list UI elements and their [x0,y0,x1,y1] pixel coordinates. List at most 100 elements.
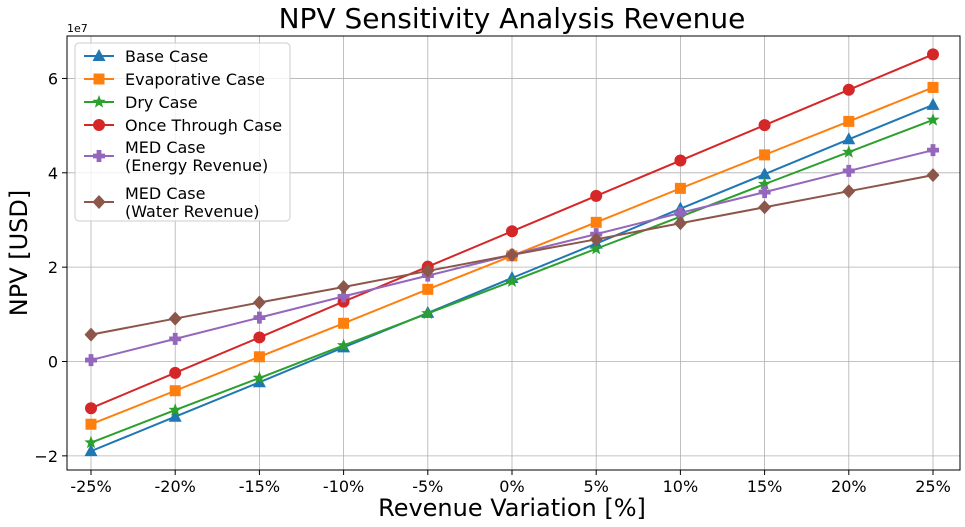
x-tick-label: -20% [155,477,196,496]
y-axis-ticks: −2 0 2 4 6 [34,69,67,466]
y-offset-label: 1e7 [67,22,88,35]
data-point [337,290,350,303]
data-point [589,232,603,247]
data-point [252,295,266,310]
x-tick-label: 20% [831,477,867,496]
data-point [85,418,97,430]
data-point [758,119,771,132]
data-point [84,327,98,342]
data-point [168,409,182,422]
legend-marker [93,73,105,85]
data-point [842,132,856,145]
data-point [926,97,940,110]
data-point [674,182,686,194]
legend-label: Once Through Case [125,116,282,135]
legend-box [74,42,291,222]
plot-frame [66,35,961,471]
data-point [674,154,687,167]
legend-marker [92,49,106,61]
x-tick-label: -25% [70,477,111,496]
legend-label: MED Case [125,138,205,157]
x-tick-label: -15% [239,477,280,496]
data-point [843,115,855,127]
data-point [168,403,182,416]
x-tick-label: 25% [915,477,951,496]
data-point [589,241,603,255]
data-point [252,375,266,388]
x-tick-label: 5% [584,477,609,496]
data-point [85,402,97,415]
legend-label: MED Case [125,184,205,203]
x-axis-label: Revenue Variation [%] [378,494,646,522]
data-point [169,366,182,379]
x-tick-label: -5% [412,477,443,496]
y-tick-label: 2 [48,258,58,277]
data-point [253,351,265,363]
data-point [590,216,602,228]
legend-label: (Energy Revenue) [125,156,268,175]
y-tick-label: 6 [48,69,58,88]
legend-entry: Evaporative Case [84,70,265,89]
data-point [505,247,519,262]
legend-marker [93,150,105,162]
legend-label: (Water Revenue) [125,202,260,221]
data-point [252,371,267,384]
series-layer [84,48,940,457]
legend-marker [92,195,106,209]
legend-entry: Once Through Case [84,116,282,135]
legend-entry: MED Case(Energy Revenue) [84,138,268,175]
legend-entry: Dry Case [84,93,198,112]
data-point [253,311,266,324]
data-point [336,338,351,352]
data-point [506,225,518,238]
data-point [926,168,940,183]
data-point [758,167,772,180]
data-point [590,189,603,202]
data-point [674,206,687,219]
data-point [169,385,181,397]
data-point [842,145,856,158]
x-tick-label: -10% [323,477,364,496]
legend-label: Evaporative Case [125,70,265,89]
y-tick-label: 4 [48,164,58,183]
x-axis-ticks: -25% -20% -15% -10% -5% 0% 5% 10% 15% 20% 25% [70,470,951,496]
legend: Base Case Evaporative Case Dry Case Once Th… [74,42,291,222]
y-tick-label: 0 [48,353,58,372]
data-point [421,306,435,320]
data-point [338,317,350,329]
data-point [84,444,98,457]
data-point [84,435,98,449]
data-point [505,274,519,287]
y-tick-label: −2 [34,447,58,466]
data-point [168,311,182,326]
data-point [927,48,939,61]
data-point [337,279,351,294]
x-tick-label: 10% [663,477,699,496]
data-point [758,186,771,199]
data-point [842,83,855,96]
data-point [758,200,772,215]
data-point [927,144,939,157]
legend-entry: MED Case(Water Revenue) [84,184,260,221]
data-point [422,283,434,295]
data-point [85,354,97,367]
data-point [253,331,266,344]
x-tick-label: 15% [747,477,783,496]
data-point [673,216,687,231]
data-point [757,177,772,190]
legend-label: Dry Case [125,93,198,112]
series-med-case-water-revenue [84,168,940,342]
legend-entry: Base Case [84,47,208,66]
x-tick-label: 0% [499,477,524,496]
legend-label: Base Case [125,47,208,66]
data-point [169,332,182,345]
chart-title: NPV Sensitivity Analysis Revenue [279,2,746,35]
legend-marker [92,95,106,108]
data-point [927,81,939,93]
data-point [759,149,771,161]
data-point [842,184,856,199]
data-point [421,263,435,278]
y-axis-label: NPV [USD] [5,190,33,316]
data-point [842,164,855,177]
